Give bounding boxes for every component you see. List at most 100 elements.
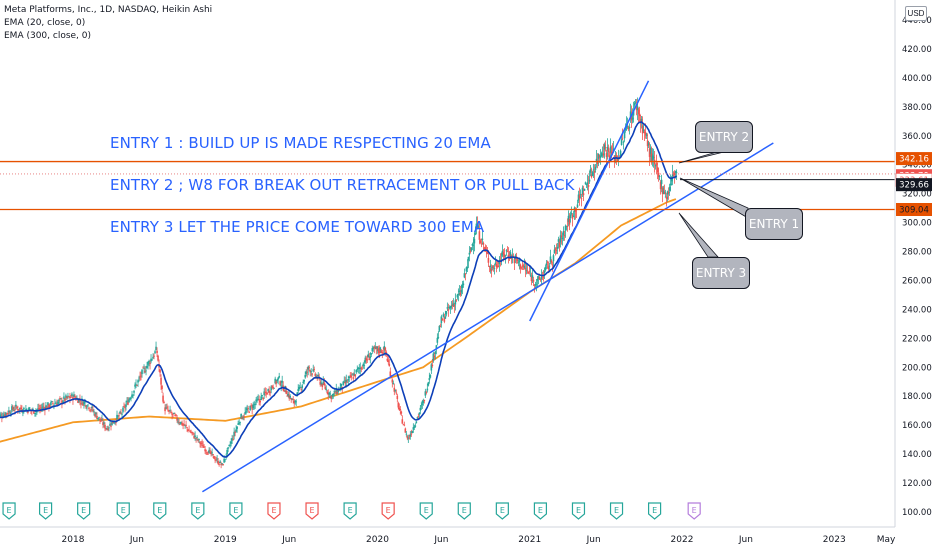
candle <box>215 456 217 462</box>
candle <box>155 341 157 351</box>
candle <box>470 247 473 252</box>
candle <box>96 412 98 420</box>
candle <box>29 407 31 410</box>
candle <box>326 389 329 395</box>
candle <box>321 383 324 391</box>
candle <box>588 170 591 184</box>
candle <box>656 162 659 180</box>
candle <box>669 174 672 192</box>
candle <box>351 373 354 376</box>
candle <box>384 346 387 357</box>
candle <box>320 379 323 386</box>
candle <box>455 299 458 302</box>
trendline-1 <box>202 142 774 493</box>
candle <box>428 372 431 384</box>
candle <box>210 450 212 457</box>
candle <box>287 391 289 398</box>
candle <box>311 373 314 377</box>
candle <box>423 399 426 404</box>
candle <box>117 415 119 418</box>
candle <box>142 366 144 369</box>
candle <box>118 412 120 420</box>
candle <box>451 300 454 310</box>
candle <box>535 278 538 292</box>
candle <box>546 260 549 269</box>
candle <box>47 402 49 408</box>
candle <box>221 463 223 466</box>
y-tick-label: 260.00 <box>902 276 932 286</box>
price-axis <box>895 0 932 550</box>
candle <box>160 374 162 390</box>
candle <box>634 98 637 105</box>
candle <box>248 410 250 414</box>
candle <box>325 385 328 392</box>
candle <box>133 390 135 396</box>
candle <box>238 419 240 426</box>
candle <box>64 397 66 405</box>
svg-text:E: E <box>121 506 126 515</box>
candle <box>290 397 292 403</box>
candle <box>382 347 385 354</box>
candle <box>281 375 283 387</box>
earnings-marker-icon: E <box>687 502 701 520</box>
candle <box>264 387 266 396</box>
candle <box>265 387 267 398</box>
candle <box>45 401 47 410</box>
candle <box>98 416 100 421</box>
candle <box>607 144 610 157</box>
candle <box>543 267 546 279</box>
candle <box>356 365 359 373</box>
currency-button[interactable]: USD <box>905 6 927 21</box>
candle <box>488 265 491 273</box>
candle <box>353 369 356 377</box>
candle <box>201 439 203 447</box>
candle <box>599 149 602 165</box>
candle <box>83 399 85 409</box>
candle <box>34 412 36 417</box>
candle <box>206 451 208 456</box>
candle <box>279 380 281 387</box>
candle <box>415 421 418 424</box>
candle <box>256 395 258 403</box>
candle <box>298 384 301 391</box>
candle <box>564 224 567 238</box>
candle <box>647 140 650 149</box>
candle <box>89 409 91 413</box>
y-tick-label: 280.00 <box>902 248 932 258</box>
candle <box>643 129 646 141</box>
candle <box>144 366 146 374</box>
candle <box>182 423 184 430</box>
candle <box>270 385 272 394</box>
candle <box>667 187 670 200</box>
candle <box>649 144 652 162</box>
candle <box>364 355 367 364</box>
candle <box>120 408 122 415</box>
candle <box>319 378 322 387</box>
candle <box>521 261 524 271</box>
candle <box>232 435 234 441</box>
candle <box>258 395 260 406</box>
candle <box>603 142 606 159</box>
candle <box>140 371 142 381</box>
y-tick-label: 440.00 <box>902 16 932 26</box>
candle <box>9 410 11 414</box>
candle <box>472 237 475 255</box>
candle <box>362 362 365 369</box>
candle <box>471 242 474 250</box>
candle <box>453 302 456 313</box>
candle <box>125 400 127 411</box>
candle <box>193 432 195 439</box>
candle <box>556 242 559 255</box>
candle <box>186 426 188 432</box>
candle <box>523 258 526 270</box>
candle <box>297 384 300 394</box>
candle <box>600 151 603 157</box>
candle <box>322 376 325 386</box>
svg-text:E: E <box>157 506 162 515</box>
candle <box>136 384 138 387</box>
candle <box>513 256 516 270</box>
candle <box>414 423 417 428</box>
x-tick-label: Jun <box>586 535 601 545</box>
candle <box>445 310 448 317</box>
